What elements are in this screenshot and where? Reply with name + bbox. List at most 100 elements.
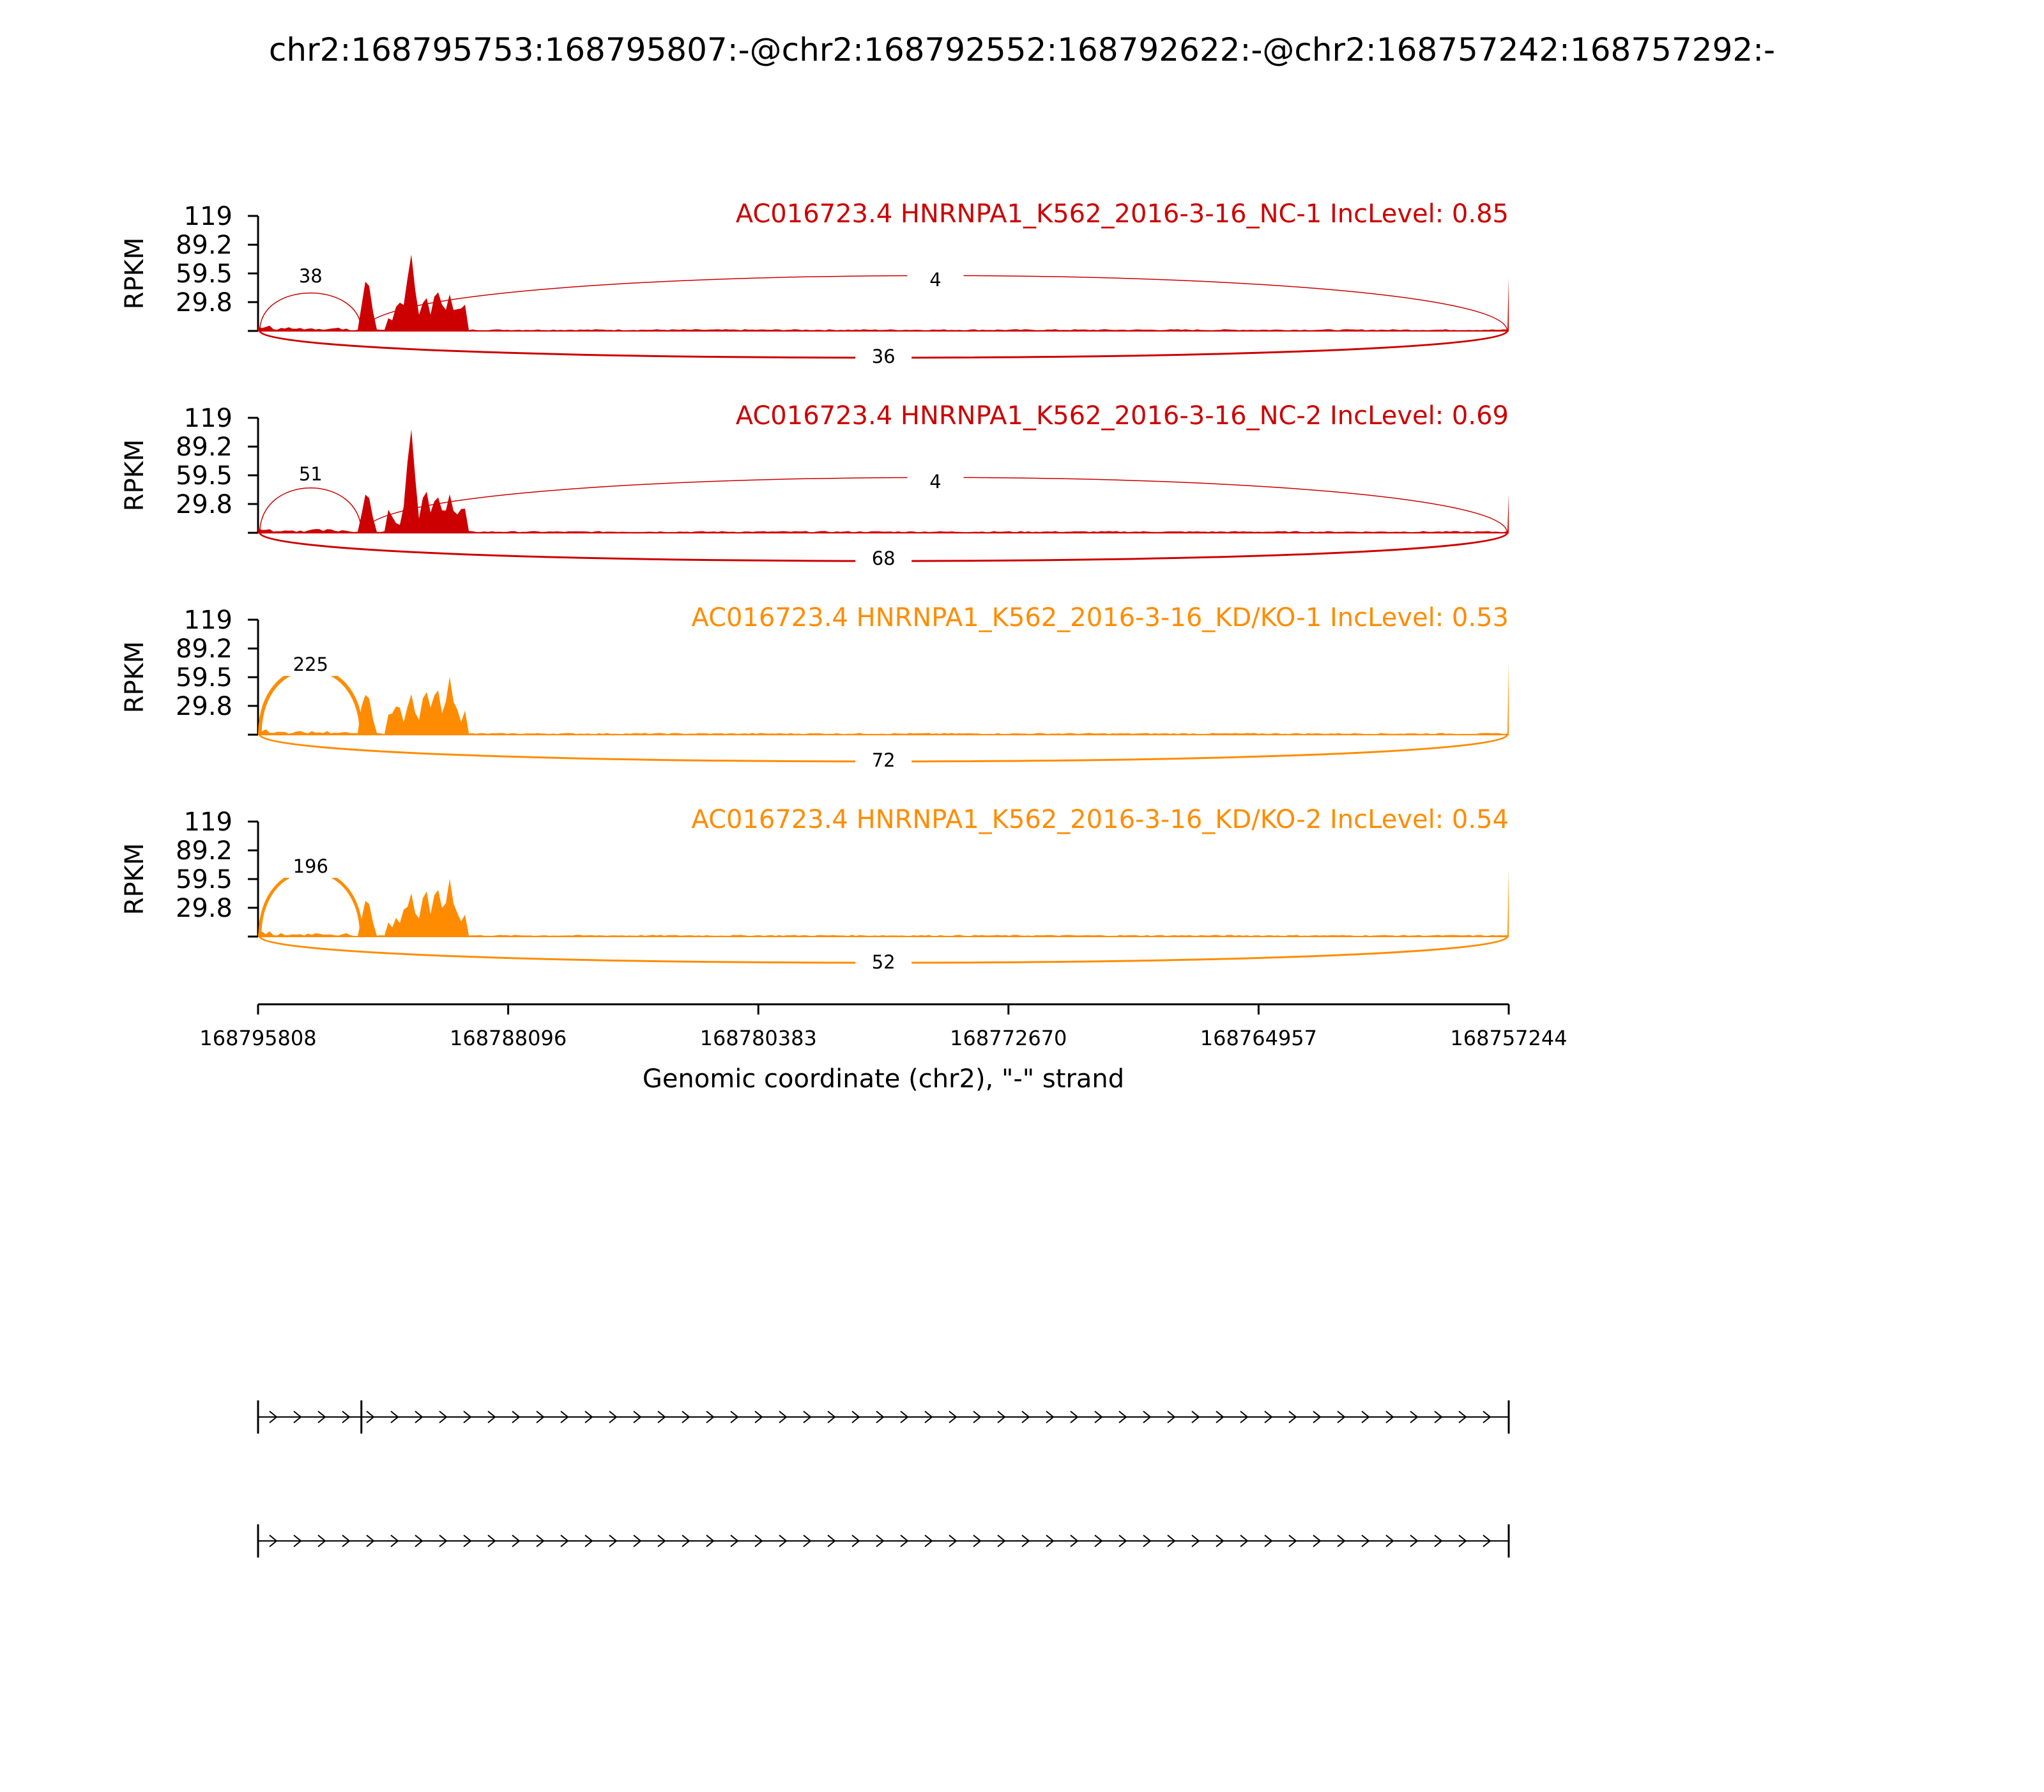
coverage-area [258,662,1509,735]
strand-arrow [973,1535,982,1547]
strand-arrow [1361,1535,1370,1547]
strand-arrow [803,1535,812,1547]
x-tick-label: 168757244 [1450,1026,1567,1050]
strand-arrow [1167,1411,1176,1423]
strand-arrow [1167,1535,1176,1547]
strand-arrow [1118,1535,1127,1547]
y-tick-label: 29.8 [176,288,233,318]
strand-arrow [560,1535,569,1547]
strand-arrow [876,1411,885,1423]
y-tick-label: 29.8 [176,692,233,721]
strand-arrow [584,1535,593,1547]
strand-arrow [342,1411,351,1423]
strand-arrow [560,1411,569,1423]
strand-arrow [876,1535,885,1547]
coverage-area [258,869,1509,937]
strand-arrow [706,1411,715,1423]
x-axis-label: Genomic coordinate (chr2), "-" strand [643,1064,1124,1094]
y-axis-label: RPKM [120,641,149,714]
strand-arrow [997,1535,1006,1547]
strand-arrow [949,1411,957,1423]
strand-arrow [1094,1411,1103,1423]
strand-arrow [1216,1411,1224,1423]
strand-arrow [1143,1535,1152,1547]
strand-arrow [949,1535,957,1547]
strand-arrow [1240,1535,1249,1547]
strand-arrow [1143,1411,1152,1423]
strand-arrow [997,1411,1006,1423]
isoform-track-1 [257,1400,1510,1434]
strand-arrow [1070,1411,1079,1423]
strand-arrow [1046,1535,1055,1547]
strand-arrow [730,1535,739,1547]
junction-label: 4 [929,471,941,493]
strand-arrow [633,1535,642,1547]
strand-arrow [779,1535,788,1547]
strand-arrow [633,1411,642,1423]
strand-arrow [1410,1411,1419,1423]
junction-label: 51 [299,463,323,485]
panel-title: AC016723.4 HNRNPA1_K562_2016-3-16_KD/KO-… [691,805,1509,834]
strand-arrow [1070,1535,1079,1547]
coverage-area [258,254,1509,331]
y-tick-label: 59.5 [176,259,233,289]
strand-arrow [1434,1535,1443,1547]
junction-label: 225 [293,654,328,675]
strand-arrow [1337,1411,1346,1423]
junction-arc [257,667,363,735]
strand-arrow [1385,1411,1394,1423]
strand-arrow [1385,1535,1394,1547]
strand-arrow [1458,1411,1467,1423]
y-axis-label: RPKM [120,843,149,915]
strand-arrow [754,1411,763,1423]
strand-arrow [536,1411,545,1423]
strand-arrow [609,1411,618,1423]
y-tick-label: 89.2 [176,836,233,866]
strand-arrow [1240,1411,1249,1423]
strand-arrow [1361,1411,1370,1423]
y-tick-label: 119 [184,606,233,635]
panel-title: AC016723.4 HNRNPA1_K562_2016-3-16_NC-1 I… [736,199,1509,229]
strand-arrow [827,1535,836,1547]
strand-arrow [512,1535,521,1547]
y-tick-label: 29.8 [176,490,233,519]
junction-label: 4 [929,269,941,291]
junction-label-bg [282,855,339,878]
strand-arrow [730,1411,739,1423]
x-tick-label: 168764957 [1200,1026,1317,1050]
junction-label-bg [907,470,964,493]
strand-arrow [1288,1411,1297,1423]
strand-arrow [317,1411,326,1423]
junction-label-bg [282,264,339,287]
strand-arrow [754,1535,763,1547]
junction-arc [258,869,363,937]
y-tick-label: 59.5 [176,663,233,693]
junction-label-bg [282,653,339,676]
junction-label-bg [907,268,964,291]
y-tick-label: 89.2 [176,433,233,462]
strand-arrow [463,1535,472,1547]
strand-arrow [1313,1411,1322,1423]
strand-arrow [463,1411,472,1423]
y-tick-label: 29.8 [176,894,233,923]
strand-arrow [1483,1535,1491,1547]
strand-arrow [293,1411,302,1423]
strand-arrow [1434,1411,1443,1423]
strand-arrow [487,1535,496,1547]
y-tick-label: 89.2 [176,231,233,260]
strand-arrow [584,1411,593,1423]
y-tick-label: 119 [184,808,233,837]
strand-arrow [1191,1535,1200,1547]
isoform-track-2 [257,1524,1510,1558]
strand-arrow [1216,1535,1224,1547]
strand-arrow [415,1535,423,1547]
junction-label: 52 [872,951,896,973]
junction-label: 68 [872,548,896,569]
strand-arrow [803,1411,812,1423]
strand-arrow [293,1535,302,1547]
y-tick-label: 59.5 [176,461,233,491]
